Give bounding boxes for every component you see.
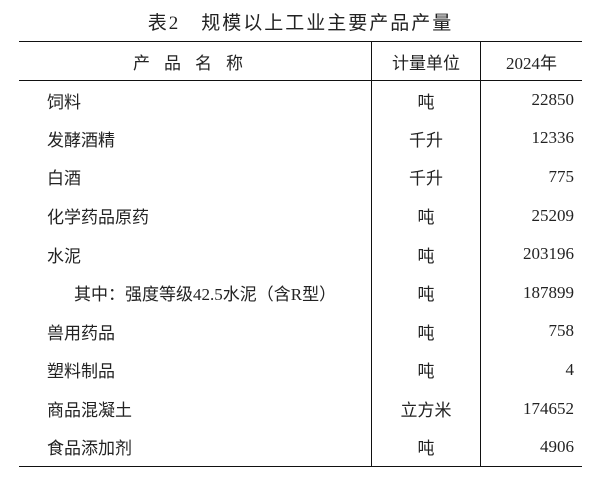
header-row: 产品名称 计量单位 2024年 (19, 41, 582, 81)
table-row: 塑料制品 吨 4 (19, 350, 582, 390)
table-row: 饲料 吨 22850 (19, 80, 582, 120)
value-cell: 22850 (531, 90, 575, 110)
unit-cell: 吨 (371, 312, 481, 351)
product-name-cell: 塑料制品 (47, 362, 115, 382)
value-cell: 4 (565, 359, 575, 379)
value-cell: 203196 (523, 244, 574, 264)
product-name-cell: 兽用药品 (47, 323, 115, 343)
table-row: 白酒 千升 775 (19, 157, 582, 197)
unit-cell: 千升 (371, 119, 481, 158)
product-name-cell: 化学药品原药 (47, 208, 149, 228)
header-year: 2024年 (480, 41, 582, 81)
product-name-cell: 发酵酒精 (47, 130, 115, 150)
product-name-cell: 饲料 (47, 92, 81, 112)
product-name-cell: 食品添加剂 (19, 427, 372, 467)
value-cell: 775 (548, 166, 575, 186)
unit-cell: 吨 (371, 427, 481, 467)
header-unit: 计量单位 (371, 41, 481, 81)
value-cell: 187899 (523, 282, 574, 302)
product-name-cell: 其中：强度等级42.5水泥（含R型） (74, 285, 337, 305)
value-cell: 4906 (480, 427, 582, 467)
header-product-name: 产品名称 (19, 41, 372, 81)
unit-cell: 吨 (371, 350, 481, 390)
unit-cell: 吨 (371, 273, 481, 313)
unit-cell: 吨 (371, 80, 481, 120)
table-row: 发酵酒精 千升 12336 (19, 119, 582, 158)
table-row: 商品混凝土 立方米 174652 (19, 389, 582, 428)
table-title: 表2 规模以上工业主要产品产量 (147, 13, 454, 34)
table-row: 其中：强度等级42.5水泥（含R型） 吨 187899 (19, 273, 582, 313)
table-row: 兽用药品 吨 758 (19, 312, 582, 351)
unit-cell: 吨 (371, 196, 481, 235)
unit-cell: 立方米 (371, 389, 481, 428)
table-row: 化学药品原药 吨 25209 (19, 196, 582, 235)
value-cell: 25209 (531, 205, 575, 225)
product-name-cell: 商品混凝土 (47, 401, 132, 421)
product-name-cell: 白酒 (47, 169, 81, 189)
unit-cell: 千升 (371, 157, 481, 197)
value-cell: 12336 (531, 128, 575, 148)
value-cell: 174652 (523, 398, 574, 418)
table-row: 水泥 吨 203196 (19, 234, 582, 274)
header-product-name-text: 产品名称 (133, 53, 257, 73)
unit-cell: 吨 (371, 234, 481, 274)
table-row: 食品添加剂吨 4906 (19, 427, 582, 467)
value-cell: 758 (548, 321, 575, 341)
production-table: 产品名称 计量单位 2024年 饲料吨 22850 发酵酒精 千升 12336 白酒 千升 7… (19, 41, 582, 467)
product-name-cell: 水泥 (47, 246, 81, 266)
